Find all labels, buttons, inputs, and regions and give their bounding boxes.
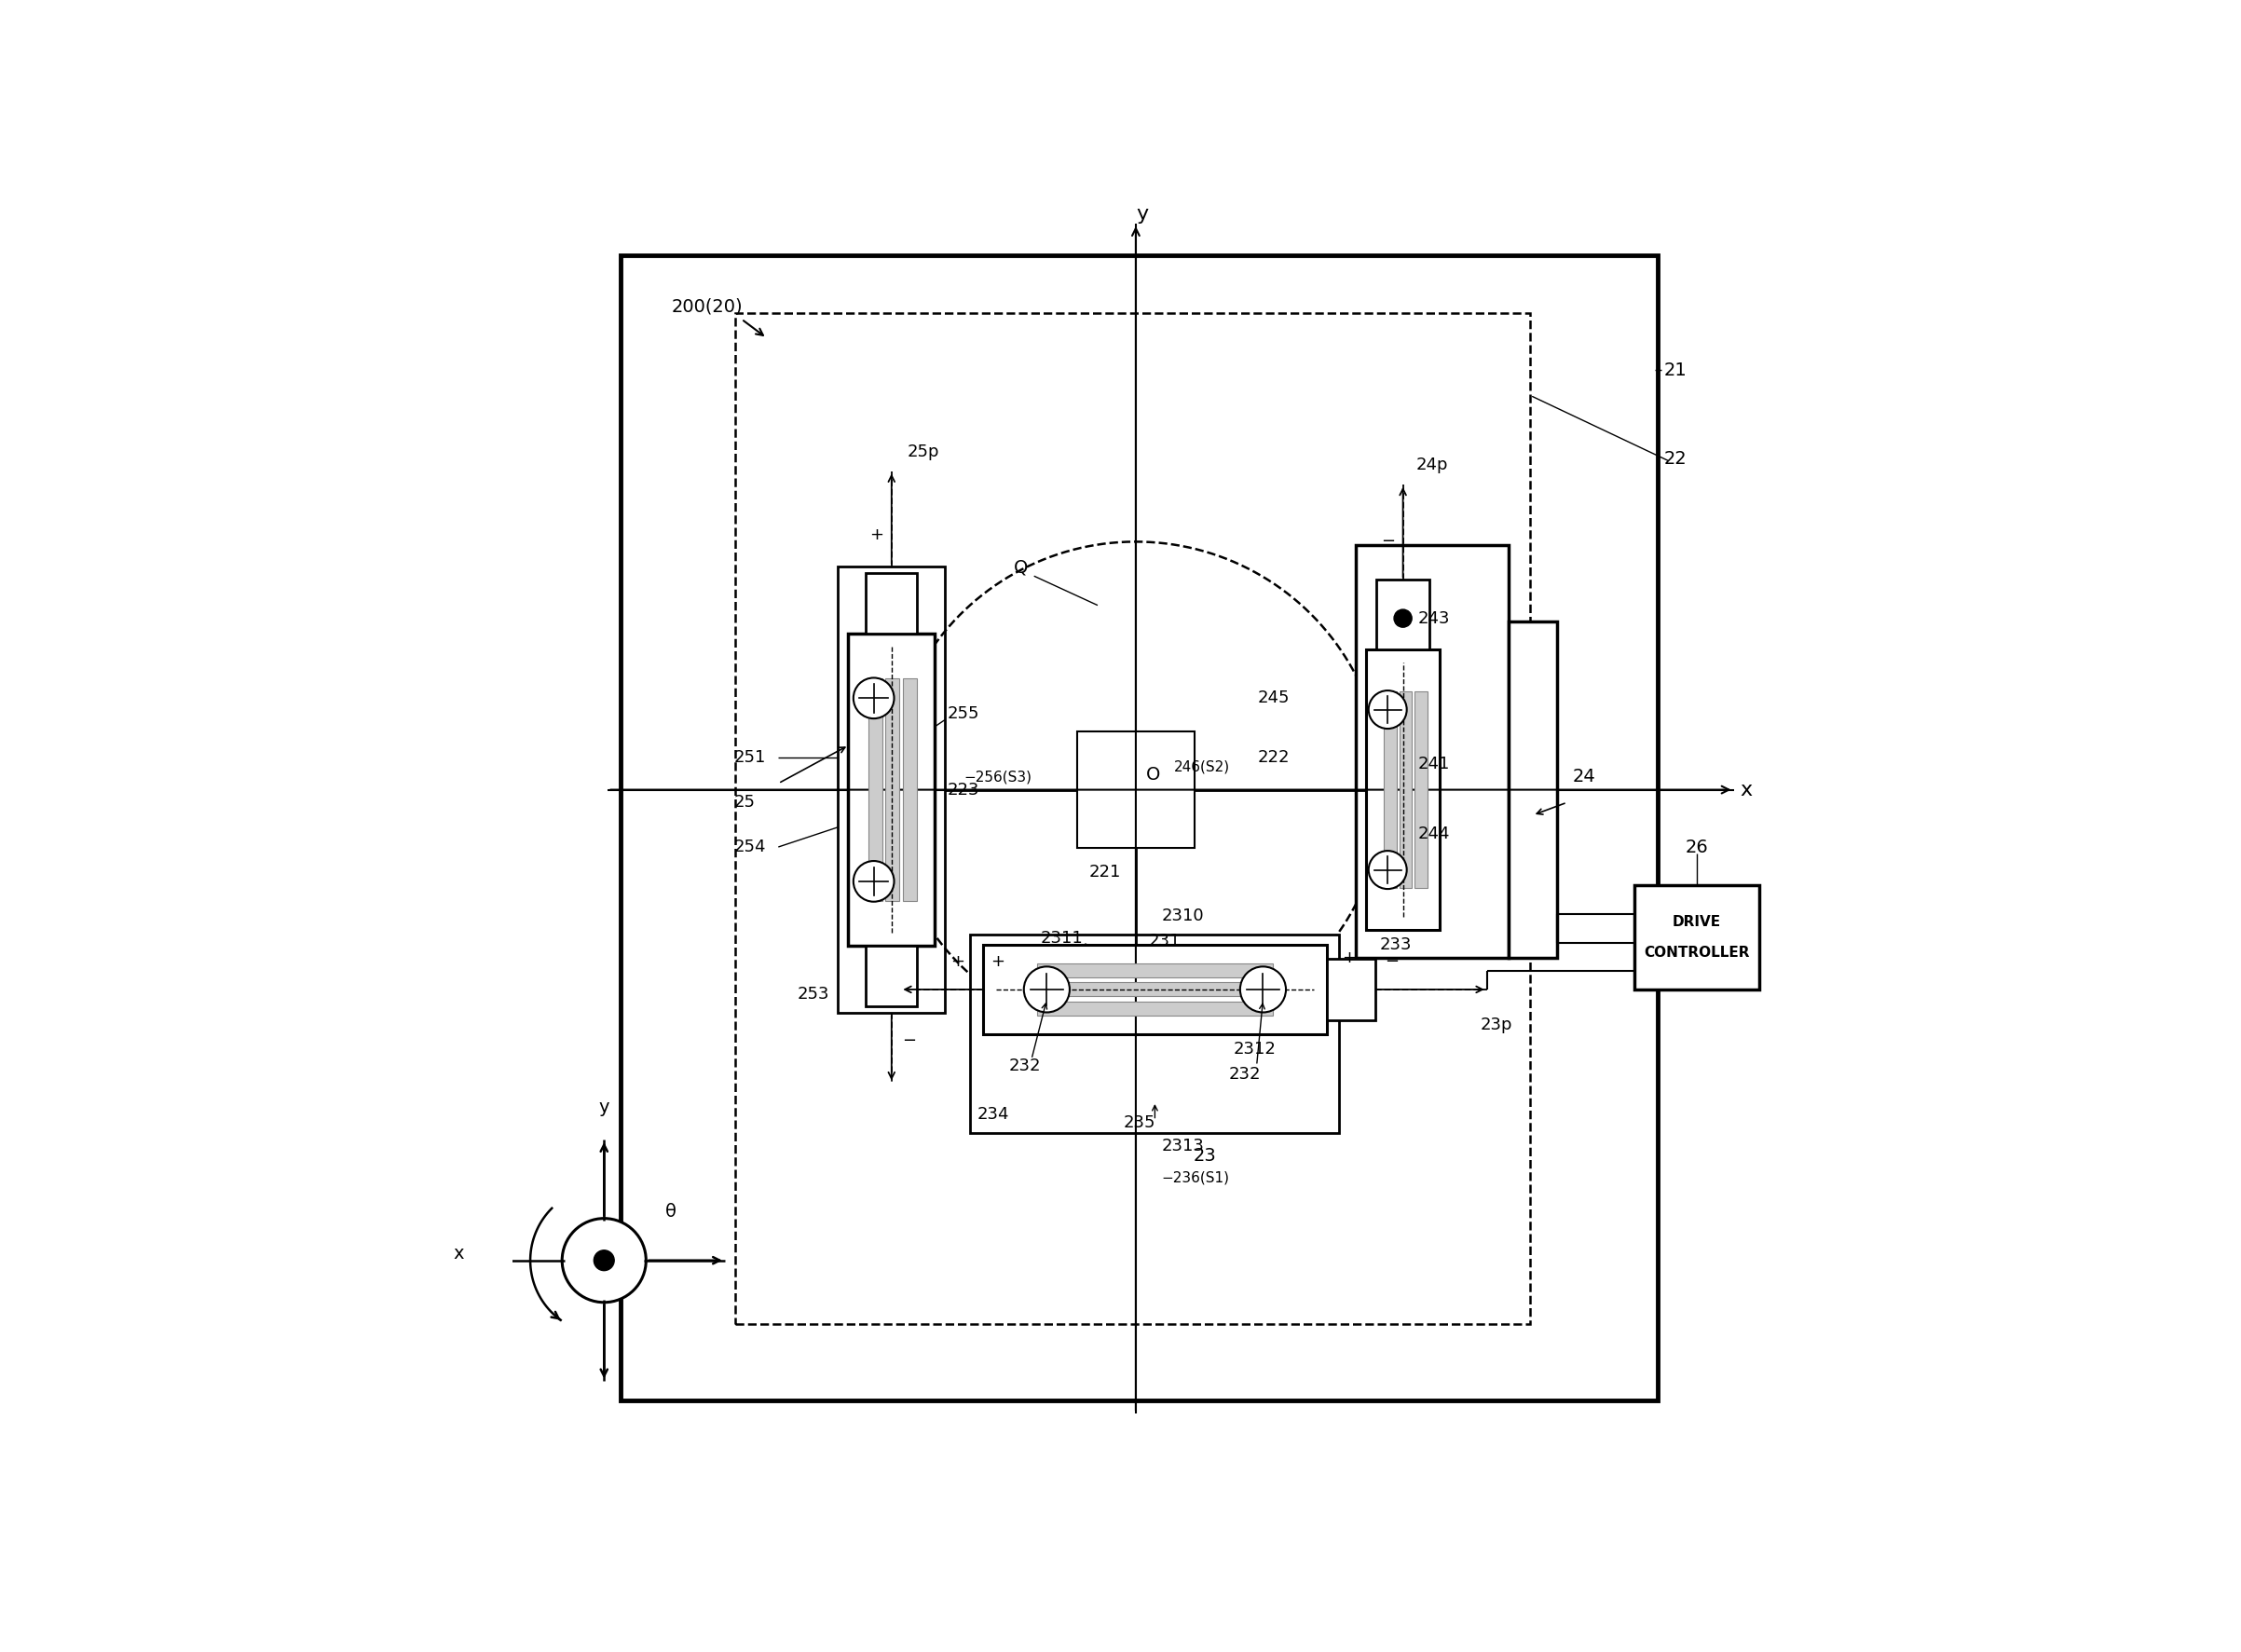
Text: 25: 25 (733, 795, 755, 811)
Text: +: + (1342, 950, 1356, 966)
Bar (865, 573, 917, 634)
Text: θ: θ (666, 1203, 677, 1221)
Text: y: y (1136, 205, 1147, 223)
Bar (870, 679, 883, 900)
Text: 244: 244 (1419, 826, 1450, 843)
Text: y: y (598, 1099, 610, 1117)
Text: 243: 243 (1419, 610, 1450, 626)
Text: 24p: 24p (1416, 458, 1448, 474)
Text: +: + (870, 527, 883, 544)
Bar (838, 567, 946, 1013)
Bar (1414, 691, 1428, 889)
Circle shape (1369, 851, 1407, 889)
Bar (621, 256, 1658, 1401)
Circle shape (1239, 966, 1286, 1013)
Text: 233: 233 (1380, 937, 1412, 953)
Circle shape (1369, 691, 1407, 729)
Text: 2311: 2311 (1040, 930, 1082, 947)
Circle shape (594, 1251, 614, 1270)
Text: 255: 255 (948, 705, 979, 722)
Text: 253: 253 (798, 986, 829, 1003)
Text: −: − (901, 1032, 917, 1049)
Text: x: x (1739, 780, 1752, 800)
Text: 235: 235 (1123, 1115, 1154, 1132)
Circle shape (1394, 610, 1412, 628)
Bar (1038, 1001, 1273, 1016)
Bar (849, 634, 934, 945)
Text: −256(S3): −256(S3) (964, 770, 1033, 785)
Text: 25p: 25p (908, 444, 939, 461)
Text: 231: 231 (1150, 933, 1181, 950)
Text: 241: 241 (1419, 757, 1450, 773)
Bar (1038, 963, 1273, 978)
Bar (1385, 691, 1396, 889)
Text: +: + (950, 953, 964, 970)
Text: −: − (1385, 953, 1398, 970)
Text: 23p: 23p (1481, 1016, 1513, 1034)
Bar (1078, 732, 1194, 847)
Text: −236(S1): −236(S1) (1161, 1171, 1230, 1184)
Text: −: − (1380, 534, 1394, 550)
Text: 234: 234 (977, 1105, 1008, 1122)
Bar (865, 945, 917, 1006)
Text: CONTROLLER: CONTROLLER (1645, 945, 1750, 960)
Bar (1508, 621, 1557, 958)
Text: 22: 22 (1663, 449, 1687, 468)
Text: 254: 254 (733, 839, 766, 856)
Bar (1367, 649, 1439, 930)
Text: 2312: 2312 (1235, 1041, 1277, 1057)
Circle shape (562, 1219, 645, 1302)
Text: 21: 21 (1663, 362, 1687, 378)
Bar (1038, 983, 1273, 996)
Circle shape (854, 861, 894, 902)
Text: 251: 251 (733, 750, 766, 767)
Bar (984, 945, 1327, 1034)
Text: x: x (453, 1246, 464, 1262)
Text: DRIVE: DRIVE (1672, 915, 1721, 928)
Bar (735, 312, 1531, 1323)
Text: 2313: 2313 (1161, 1138, 1203, 1155)
Bar (1634, 885, 1759, 990)
Circle shape (1024, 966, 1069, 1013)
Text: 26: 26 (1685, 838, 1708, 856)
Text: 232: 232 (1008, 1057, 1040, 1074)
Text: 246(S2): 246(S2) (1174, 760, 1230, 773)
Bar (903, 679, 917, 900)
Text: 23: 23 (1192, 1146, 1217, 1165)
Text: 221: 221 (1089, 864, 1120, 881)
Bar (1376, 580, 1430, 649)
Text: Q: Q (1015, 558, 1029, 577)
Circle shape (854, 677, 894, 719)
Text: O: O (1145, 765, 1161, 783)
Bar (970, 935, 1340, 1133)
Bar (885, 679, 899, 900)
Text: +: + (991, 953, 1004, 970)
Text: 2310: 2310 (1161, 907, 1203, 923)
Text: 222: 222 (1257, 750, 1291, 767)
Text: 232: 232 (1228, 1066, 1262, 1084)
Bar (1398, 691, 1412, 889)
Text: 223: 223 (948, 781, 979, 798)
Bar (1327, 958, 1376, 1019)
Bar (1356, 545, 1508, 958)
Text: 245: 245 (1257, 691, 1291, 707)
Text: 24: 24 (1573, 768, 1596, 786)
Text: 200(20): 200(20) (672, 297, 742, 316)
